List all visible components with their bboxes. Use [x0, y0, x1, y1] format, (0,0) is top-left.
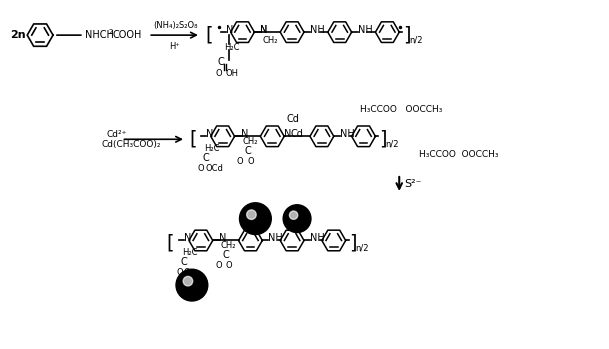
Text: NH: NH — [340, 129, 354, 139]
Text: H₂C: H₂C — [224, 43, 239, 52]
Text: H⁺: H⁺ — [169, 42, 180, 51]
Text: C: C — [203, 153, 209, 163]
Text: O: O — [216, 261, 222, 270]
Text: O: O — [236, 157, 243, 166]
Text: N: N — [284, 129, 292, 139]
Text: N: N — [225, 25, 233, 35]
Text: C: C — [217, 57, 225, 67]
Text: ]: ] — [403, 25, 410, 45]
Text: C: C — [223, 250, 230, 260]
Text: NH: NH — [269, 233, 283, 244]
Text: O: O — [216, 69, 222, 78]
Circle shape — [183, 276, 192, 286]
Text: O: O — [198, 164, 205, 172]
Text: Cd: Cd — [290, 129, 303, 139]
Text: NH: NH — [310, 233, 325, 244]
Text: n/2: n/2 — [409, 36, 423, 45]
Text: Cd(CH₃COO)₂: Cd(CH₃COO)₂ — [102, 140, 161, 149]
Text: ]: ] — [379, 130, 387, 149]
Text: Cd: Cd — [286, 114, 299, 125]
Text: NH: NH — [357, 25, 372, 35]
Text: ]: ] — [350, 234, 357, 253]
Text: n/2: n/2 — [385, 140, 399, 149]
Circle shape — [247, 210, 256, 220]
Text: 2: 2 — [108, 29, 113, 35]
Text: N: N — [241, 129, 248, 139]
Text: NH: NH — [310, 25, 325, 35]
Text: NHCH: NHCH — [85, 30, 114, 40]
Text: O: O — [247, 157, 254, 166]
Text: H₂C: H₂C — [204, 144, 219, 153]
Text: C: C — [244, 146, 252, 156]
Text: N: N — [261, 25, 268, 35]
Text: (NH₄)₂S₂O₈: (NH₄)₂S₂O₈ — [153, 21, 197, 30]
Text: n/2: n/2 — [356, 244, 369, 253]
Text: 2n: 2n — [10, 30, 26, 40]
Text: C: C — [181, 257, 188, 267]
Circle shape — [176, 269, 208, 301]
Text: [: [ — [206, 25, 213, 45]
Text: H₂C: H₂C — [182, 248, 197, 257]
Text: CH₂: CH₂ — [220, 241, 236, 250]
Text: [: [ — [166, 234, 174, 253]
Text: O: O — [184, 268, 191, 277]
Text: O: O — [176, 268, 183, 277]
Text: H₃CCOO  OOCCH₃: H₃CCOO OOCCH₃ — [419, 150, 499, 159]
Text: N: N — [206, 129, 213, 139]
Circle shape — [289, 211, 298, 219]
Text: S²⁻: S²⁻ — [404, 179, 421, 189]
Text: [: [ — [189, 130, 197, 149]
Text: N: N — [261, 25, 268, 35]
Text: O: O — [225, 261, 232, 270]
Text: CH₂: CH₂ — [242, 137, 258, 146]
Circle shape — [239, 203, 271, 235]
Text: Cd²⁺: Cd²⁺ — [107, 130, 127, 139]
Text: COOH: COOH — [113, 30, 142, 40]
Circle shape — [283, 205, 311, 232]
Text: H₃CCOO   OOCCH₃: H₃CCOO OOCCH₃ — [359, 105, 442, 114]
Text: OCd: OCd — [206, 164, 224, 172]
Text: N: N — [184, 233, 191, 244]
Text: OH: OH — [225, 69, 239, 78]
Text: N: N — [219, 233, 226, 244]
Text: CH₂: CH₂ — [262, 36, 278, 45]
